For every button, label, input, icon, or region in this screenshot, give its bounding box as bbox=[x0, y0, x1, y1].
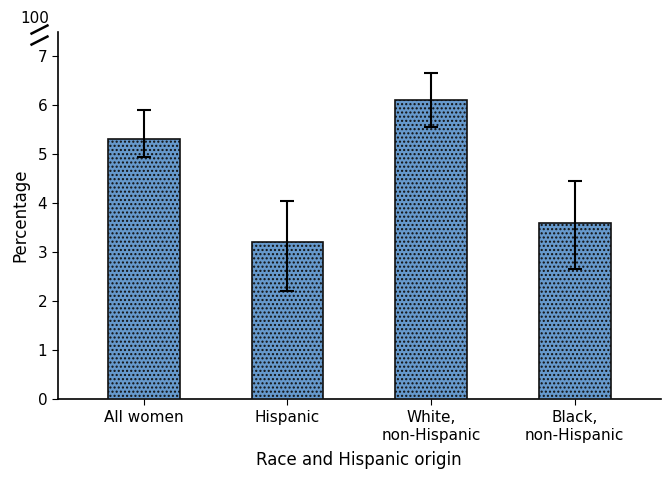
Y-axis label: Percentage: Percentage bbox=[11, 168, 29, 262]
Bar bbox=[395, 100, 467, 399]
Text: 100: 100 bbox=[20, 11, 49, 26]
Bar bbox=[251, 242, 323, 399]
Bar bbox=[108, 139, 179, 399]
Bar bbox=[539, 223, 611, 399]
X-axis label: Race and Hispanic origin: Race and Hispanic origin bbox=[257, 451, 462, 469]
